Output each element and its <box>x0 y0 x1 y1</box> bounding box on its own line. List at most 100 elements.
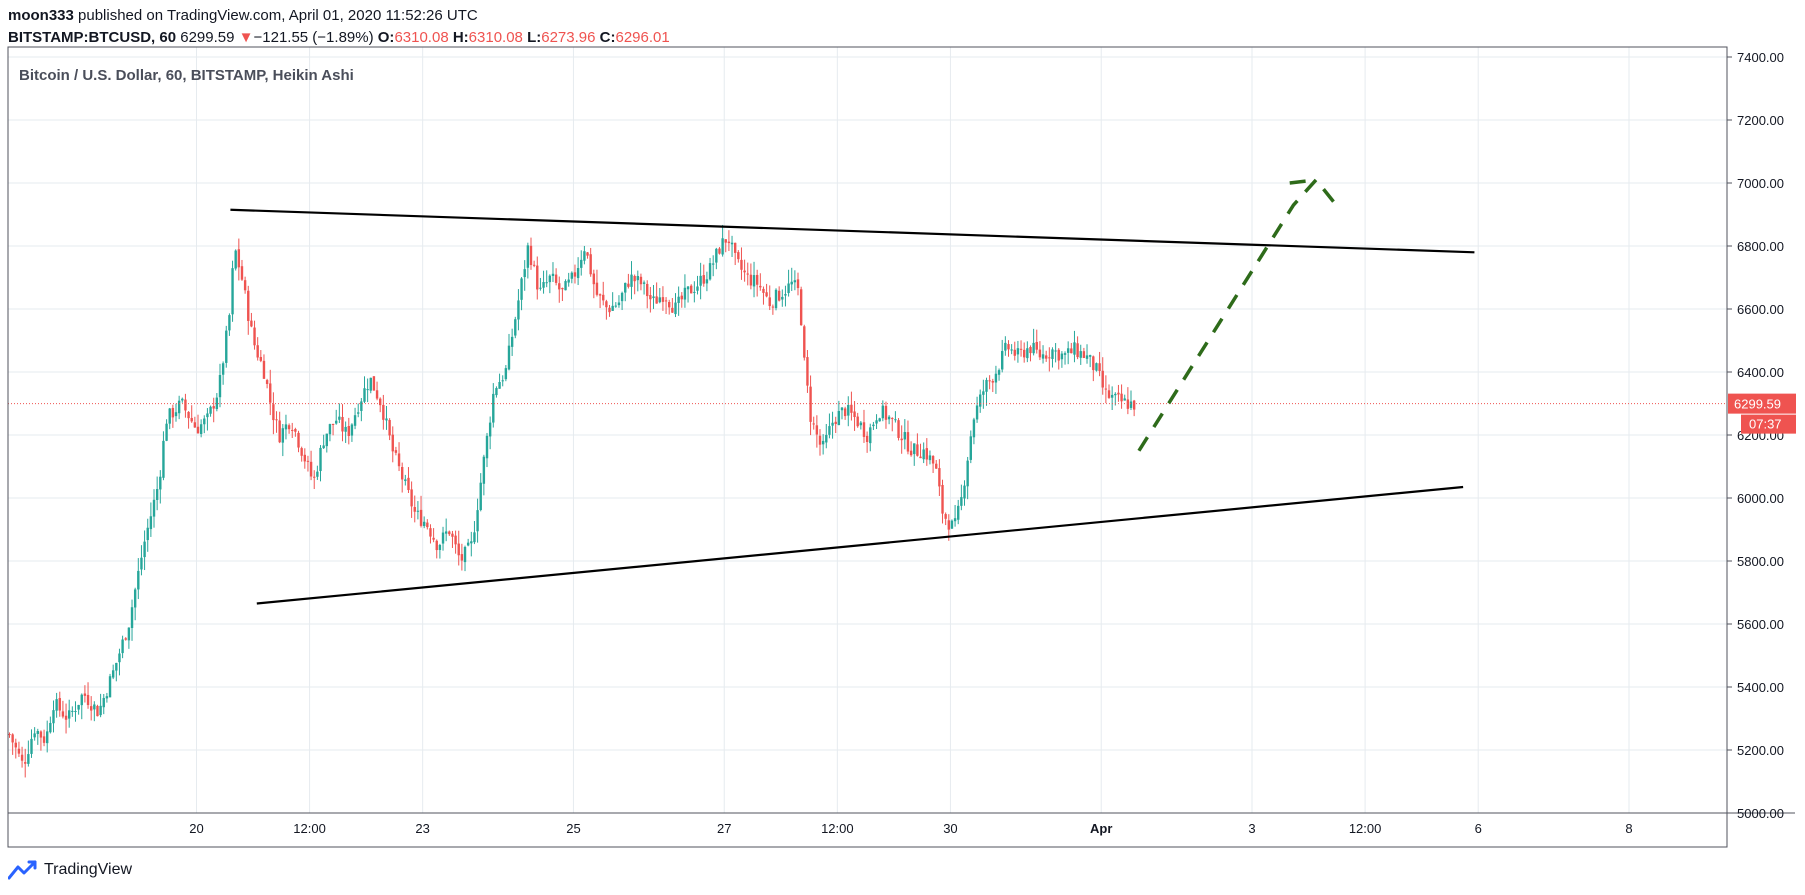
candle-body <box>639 276 643 285</box>
candle-body <box>1007 344 1010 350</box>
candle-body <box>1073 342 1076 355</box>
candle-body <box>300 448 303 456</box>
candle-body <box>517 300 520 320</box>
candle-body <box>799 289 803 326</box>
candle-body <box>1057 349 1060 361</box>
candle-body <box>83 693 87 696</box>
candle-body <box>790 281 793 285</box>
candle-body <box>711 263 715 265</box>
candle-body <box>460 554 464 561</box>
candle-body <box>269 383 272 403</box>
candle-body <box>614 305 618 307</box>
drawing-annotations <box>8 178 1727 605</box>
candle-body <box>419 509 423 526</box>
candle-body <box>281 428 285 443</box>
candle-body <box>803 326 806 358</box>
candle-body <box>746 273 749 275</box>
x-tick-label: 30 <box>943 821 957 836</box>
candle-body <box>353 415 357 426</box>
y-tick-label: 5000.00 <box>1737 806 1784 821</box>
candle-body <box>752 275 756 287</box>
candle-body <box>815 425 819 435</box>
symbol-name: BITSTAMP:BTCUSD, 60 <box>8 29 177 46</box>
candle-body <box>1110 394 1114 398</box>
candle-body <box>33 733 36 738</box>
footer-brand[interactable]: TradingView <box>8 859 132 881</box>
candle-body <box>1035 342 1038 350</box>
candle-body <box>221 363 225 375</box>
candle-body <box>919 456 922 459</box>
candle-body <box>86 694 90 706</box>
candle-body <box>388 420 391 436</box>
candle-body <box>400 466 404 480</box>
candle-body <box>514 319 517 336</box>
candlestick-series <box>8 224 1136 778</box>
candle-body <box>708 263 712 280</box>
y-tick-label: 6600.00 <box>1737 302 1784 317</box>
trendline-resistance <box>230 208 1475 254</box>
candle-body <box>548 275 552 283</box>
candle-body <box>677 296 680 303</box>
x-tick-label: 12:00 <box>1349 821 1382 836</box>
y-tick-label: 7200.00 <box>1737 113 1784 128</box>
candle-body <box>454 535 457 545</box>
candle-body <box>592 273 596 285</box>
candle-body <box>196 426 200 434</box>
candle-body <box>476 510 479 532</box>
candle-body <box>20 754 24 761</box>
candle-body <box>1010 349 1013 351</box>
candle-body <box>190 417 193 422</box>
candle-body <box>49 722 52 733</box>
candle-body <box>551 273 555 276</box>
candle-body <box>1038 349 1042 358</box>
candle-body <box>975 405 979 420</box>
candle-body <box>39 731 43 738</box>
candle-body <box>413 507 416 512</box>
candle-body <box>118 653 121 663</box>
candle-body <box>762 288 765 293</box>
open-value: 6310.08 <box>394 29 449 46</box>
candle-body <box>558 283 561 290</box>
candle-body <box>598 294 602 296</box>
candle-body <box>410 489 413 507</box>
candle-body <box>385 418 388 421</box>
candle-body <box>432 537 435 540</box>
last-price-tag <box>1728 393 1796 414</box>
chart-grid <box>8 47 1727 814</box>
candle-body <box>595 282 599 295</box>
candle-body <box>718 248 721 254</box>
candle-body <box>74 711 77 713</box>
candle-body <box>435 540 438 551</box>
candle-body <box>225 330 228 363</box>
candle-body <box>840 407 844 411</box>
candle-body <box>909 450 913 456</box>
candle-body <box>1032 342 1035 354</box>
candle-body <box>322 445 325 449</box>
candle-body <box>988 380 991 382</box>
candle-body <box>1044 355 1048 359</box>
candle-body <box>850 404 853 413</box>
candle-body <box>1022 349 1026 358</box>
candle-body <box>58 698 61 711</box>
candle-body <box>1041 354 1045 359</box>
trendline-support <box>256 485 1464 605</box>
candle-body <box>620 292 624 302</box>
candle-body <box>642 282 646 284</box>
candle-body <box>532 264 536 266</box>
candle-body <box>624 282 627 293</box>
candle-body <box>1066 348 1070 353</box>
candle-body <box>831 422 834 426</box>
candle-body <box>576 268 580 279</box>
author-name[interactable]: moon333 <box>8 7 74 24</box>
candle-body <box>834 421 837 425</box>
down-arrow-icon: ▼ <box>238 29 254 46</box>
candle-body <box>375 390 379 399</box>
candle-body <box>837 410 841 426</box>
candle-body <box>903 432 907 440</box>
candle-body <box>146 527 149 541</box>
candle-body <box>187 411 190 419</box>
candle-body <box>793 280 797 283</box>
candle-body <box>335 420 338 424</box>
candle-body <box>699 275 702 286</box>
